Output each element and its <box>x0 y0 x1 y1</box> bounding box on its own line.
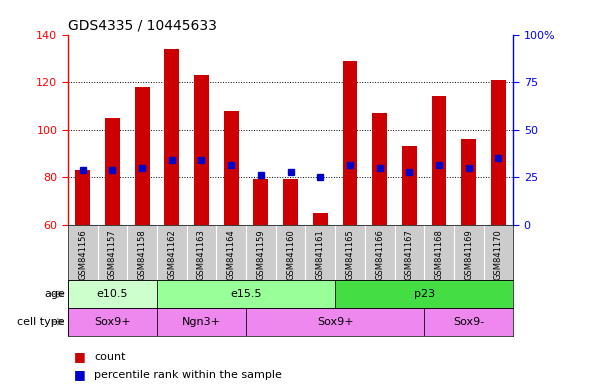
Bar <box>105 118 120 225</box>
Bar <box>157 280 335 308</box>
Bar <box>246 308 424 336</box>
Bar <box>165 49 179 225</box>
Bar <box>135 87 149 225</box>
Bar <box>424 308 513 336</box>
Text: Sox9-: Sox9- <box>453 317 484 327</box>
Text: age: age <box>44 289 65 299</box>
Bar <box>402 146 417 225</box>
Text: GSM841161: GSM841161 <box>316 229 325 280</box>
Text: e10.5: e10.5 <box>97 289 128 299</box>
Text: GSM841159: GSM841159 <box>257 229 266 280</box>
Text: GSM841160: GSM841160 <box>286 229 295 280</box>
Bar <box>68 280 157 308</box>
Text: GSM841163: GSM841163 <box>197 229 206 280</box>
Bar <box>283 179 298 225</box>
Bar <box>461 139 476 225</box>
Bar <box>157 308 246 336</box>
Text: ■: ■ <box>74 368 86 381</box>
Text: GSM841169: GSM841169 <box>464 229 473 280</box>
Text: GSM841167: GSM841167 <box>405 229 414 280</box>
Bar <box>372 113 387 225</box>
Bar <box>254 179 268 225</box>
Bar <box>224 111 238 225</box>
Bar <box>194 75 209 225</box>
Text: GSM841166: GSM841166 <box>375 229 384 280</box>
Bar <box>432 96 447 225</box>
Bar <box>313 213 327 225</box>
Text: GSM841164: GSM841164 <box>227 229 235 280</box>
Text: GSM841170: GSM841170 <box>494 229 503 280</box>
Text: ■: ■ <box>74 350 86 363</box>
Bar <box>76 170 90 225</box>
Bar <box>343 61 358 225</box>
Text: GSM841165: GSM841165 <box>346 229 355 280</box>
Text: GSM841168: GSM841168 <box>435 229 444 280</box>
Text: e15.5: e15.5 <box>230 289 262 299</box>
Text: percentile rank within the sample: percentile rank within the sample <box>94 370 282 380</box>
Text: GDS4335 / 10445633: GDS4335 / 10445633 <box>68 18 217 32</box>
Text: Sox9+: Sox9+ <box>317 317 353 327</box>
Bar <box>491 80 506 225</box>
Text: GSM841157: GSM841157 <box>108 229 117 280</box>
Bar <box>68 308 157 336</box>
Text: GSM841156: GSM841156 <box>78 229 87 280</box>
Text: p23: p23 <box>414 289 435 299</box>
Text: GSM841158: GSM841158 <box>137 229 146 280</box>
Bar <box>335 280 513 308</box>
Text: count: count <box>94 352 126 362</box>
Text: Sox9+: Sox9+ <box>94 317 131 327</box>
Text: Ngn3+: Ngn3+ <box>182 317 221 327</box>
Text: cell type: cell type <box>17 317 65 327</box>
Text: GSM841162: GSM841162 <box>168 229 176 280</box>
